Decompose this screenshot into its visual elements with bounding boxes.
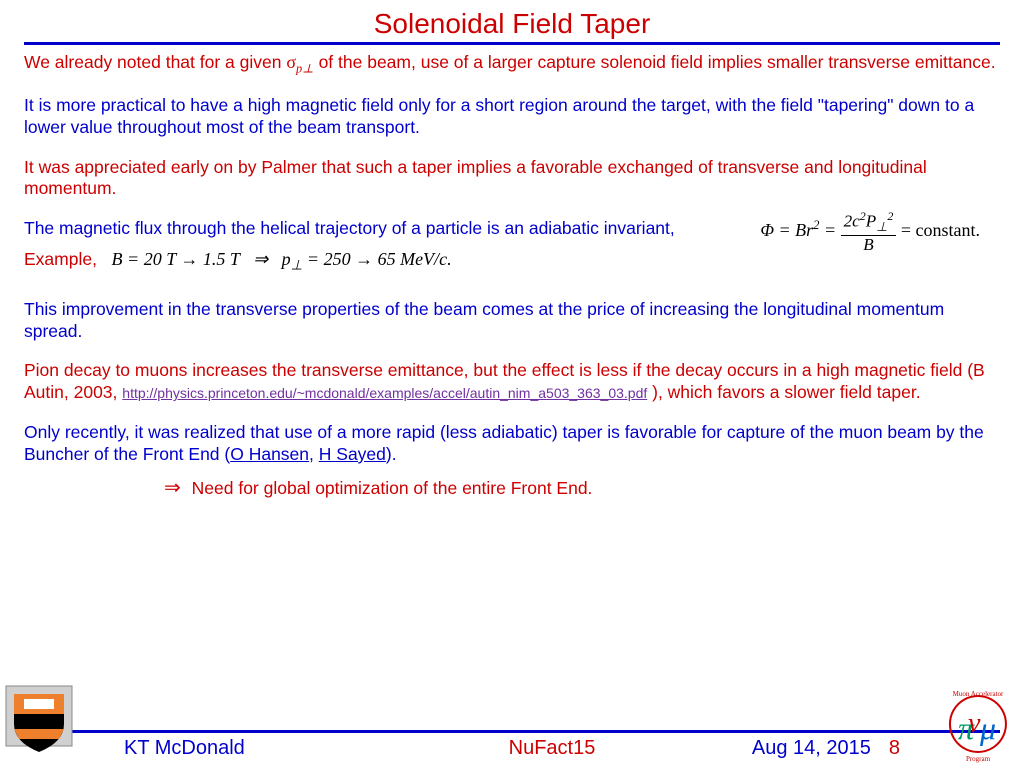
slide-title: Solenoidal Field Taper <box>24 8 1000 40</box>
hansen-link[interactable]: O Hansen <box>230 444 309 464</box>
para-1: We already noted that for a given σp⊥ of… <box>24 51 1000 77</box>
footer-date: Aug 14, 20158 <box>700 737 900 760</box>
footer-rule <box>24 730 1000 733</box>
arrow-icon: ⇒ <box>164 477 181 499</box>
para-6: Pion decay to muons increases the transv… <box>24 360 1000 404</box>
sayed-link[interactable]: H Sayed <box>319 444 386 464</box>
princeton-shield-icon <box>4 684 74 764</box>
title-rule <box>24 42 1000 45</box>
svg-text:μ: μ <box>979 710 996 746</box>
footer: KT McDonald NuFact15 Aug 14, 20158 <box>24 720 1000 760</box>
para-2: It is more practical to have a high magn… <box>24 95 1000 139</box>
autin-link[interactable]: http://physics.princeton.edu/~mcdonald/e… <box>122 385 647 401</box>
footer-author: KT McDonald <box>124 737 404 760</box>
para-7: Only recently, it was realized that use … <box>24 422 1000 466</box>
footer-venue: NuFact15 <box>404 737 700 760</box>
conclusion: ⇒ Need for global optimization of the en… <box>164 476 1000 501</box>
para-3: It was appreciated early on by Palmer th… <box>24 157 1000 201</box>
para-5: This improvement in the transverse prope… <box>24 299 1000 343</box>
para-4: The magnetic flux through the helical tr… <box>24 218 1000 240</box>
svg-text:Program: Program <box>966 755 991 763</box>
example-formula: B = 20 T → 1.5 T ⇒ p⊥ = 250 → 65 MeV/c. <box>112 249 452 269</box>
adiabatic-formula: Φ = Br2 = 2c2P⊥2B = constant. <box>760 210 980 254</box>
slide-body: We already noted that for a given σp⊥ of… <box>24 51 1000 501</box>
map-logo-icon: Muon Accelerator Program π ν μ <box>938 684 1018 764</box>
svg-text:Muon Accelerator: Muon Accelerator <box>953 690 1004 698</box>
page-number: 8 <box>889 737 900 759</box>
